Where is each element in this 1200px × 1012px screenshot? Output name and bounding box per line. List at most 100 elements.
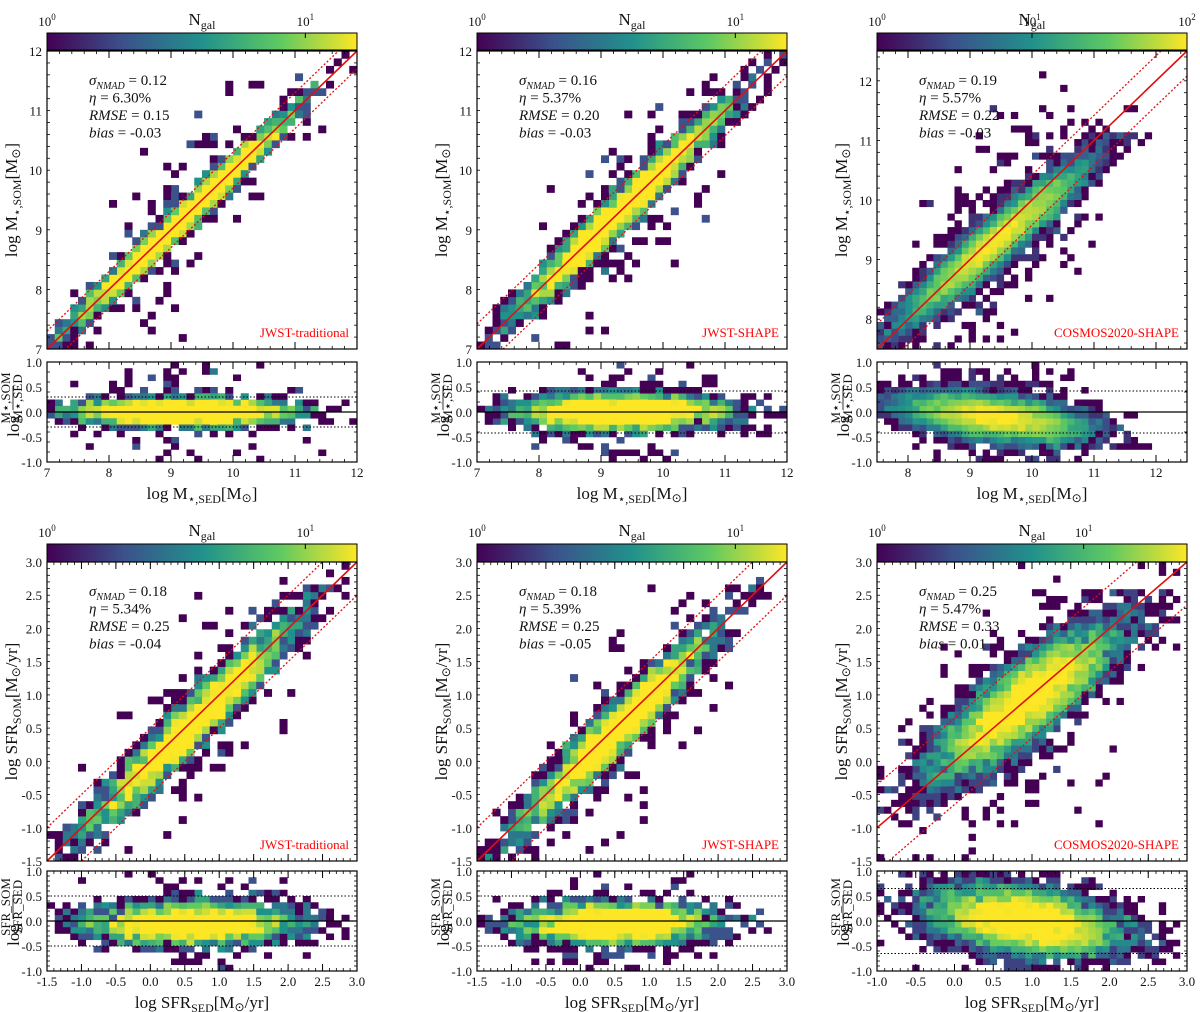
chart4-residual-cell <box>186 921 195 928</box>
chart4-residual-cell <box>163 883 172 891</box>
chart5-residual-cell <box>639 927 648 934</box>
chart3-heatmap-cell <box>954 186 962 194</box>
chart4-residual-cell <box>132 896 141 903</box>
chart3-residual-cell <box>1053 418 1061 425</box>
chart1-heatmap-cell <box>101 304 110 313</box>
chart4-residual-cell <box>271 896 280 903</box>
chart4-residual-cell <box>147 914 156 922</box>
chart2-residual-cell <box>740 424 749 432</box>
chart1-heatmap-cell <box>225 155 234 164</box>
chart2-residual-cell <box>601 412 610 419</box>
chart1-residual-cell <box>217 412 226 419</box>
chart1-residual-cell <box>349 418 358 425</box>
chart2-heatmap-cell <box>686 88 695 96</box>
chart4-residual-cell <box>140 914 149 922</box>
chart3-residual-cell <box>1074 437 1082 444</box>
chart2-heatmap-cell <box>570 229 579 238</box>
chart3-heatmap-cell <box>1010 220 1019 228</box>
chart5-residual-cell <box>647 939 656 947</box>
chart4-heatmap-cell <box>171 696 180 705</box>
chart2-residual-cell <box>616 399 625 407</box>
chart5-residual-cell <box>585 902 594 909</box>
chart2-heatmap-cell <box>515 311 524 320</box>
chart4-residual-cell <box>209 921 218 928</box>
chart2-residual-cell <box>601 399 610 407</box>
chart3-heatmap-cell <box>989 260 998 269</box>
chart5-heatmap-cell <box>546 778 555 787</box>
chart1-residual-cell <box>178 424 187 432</box>
chart3-heatmap-cell <box>1081 132 1089 140</box>
chart5-residual-cell <box>748 927 757 934</box>
chart2-residual-cell <box>709 393 718 400</box>
chart5-heatmap-cell <box>539 801 548 809</box>
chart3-residual-cell <box>982 387 991 394</box>
chart3-residual-cell <box>1017 405 1026 413</box>
chart6-heatmap-cell <box>1046 697 1054 706</box>
chart1-heatmap-cell <box>163 252 172 260</box>
chart3-heatmap-cell <box>905 294 913 302</box>
chart5-residual-cell <box>709 908 718 916</box>
chart3-residual-cell <box>982 374 991 382</box>
chart3-residual-cell <box>989 430 998 438</box>
chart1-heatmap-cell <box>225 162 234 171</box>
chart5-heatmap-cell <box>562 778 571 787</box>
chart1-heatmap-cell <box>194 185 203 193</box>
chart1-heatmap-cell <box>85 341 94 350</box>
chart2-residual-cell <box>508 387 517 394</box>
chart2-heatmap-cell <box>585 267 594 275</box>
chart2-heatmap-cell <box>593 222 602 231</box>
chart4-heatmap-cell <box>109 786 118 795</box>
chart4-residual-cell <box>318 914 327 922</box>
chart2-heatmap-cell <box>515 289 524 298</box>
chart3-residual-cell <box>975 455 983 463</box>
chart2-residual-cell <box>632 393 641 400</box>
chart4-heatmap-cell <box>101 778 110 787</box>
chart3-heatmap-cell <box>989 254 998 262</box>
chart6-heatmap-cell <box>1053 636 1061 644</box>
chart2-residual-cell <box>554 387 563 394</box>
chart4-heatmap-cell <box>178 793 187 802</box>
chart1-residual-cell <box>194 455 203 463</box>
chart1-heatmap-cell <box>186 140 195 149</box>
chart2-residual-cell <box>670 393 679 400</box>
chart2-heatmap-cell <box>694 155 703 164</box>
chart3-heatmap-cell <box>905 308 913 316</box>
chart1-residual-cell <box>225 424 234 432</box>
chart3-heatmap-cell <box>1053 186 1061 194</box>
chart2-heatmap-cell <box>500 334 509 342</box>
chart3-heatmap-cell <box>1046 172 1054 180</box>
chart5-residual-cell <box>647 921 656 928</box>
chart2-heatmap-cell <box>639 200 648 208</box>
chart2-heatmap-cell <box>663 177 672 186</box>
chart1-residual-x-tick-label: 12 <box>351 465 364 480</box>
chart3-residual-cell <box>933 362 941 369</box>
chart1-residual-cell <box>209 424 218 432</box>
chart1-heatmap-cell <box>78 319 87 327</box>
chart3-residual-cell <box>1017 430 1026 438</box>
chart4-heatmap-cell <box>240 704 249 712</box>
chart3-heatmap-cell <box>891 342 899 350</box>
chart4-residual-cell <box>70 908 79 916</box>
chart5-residual-cell <box>725 939 734 947</box>
chart3-heatmap-cell <box>891 315 899 323</box>
chart4-residual-cell <box>271 902 280 909</box>
chart4-heatmap-cell <box>109 778 118 787</box>
chart3-residual-cell <box>1088 412 1096 419</box>
chart2-residual-cell <box>492 412 501 419</box>
chart6-heatmap-cell <box>1130 623 1138 631</box>
chart3-residual-cell <box>1032 393 1040 400</box>
chart4-heatmap-cell <box>186 748 195 757</box>
chart3-heatmap-cell <box>1053 206 1061 214</box>
chart2-residual-cell <box>701 399 710 407</box>
chart1-residual-cell <box>78 399 87 407</box>
chart3-residual-cell <box>919 418 927 425</box>
chart2-frame <box>476 50 788 350</box>
chart5-heatmap-cell <box>663 696 672 705</box>
chart5-residual-cell <box>694 908 703 916</box>
chart2-heatmap-cell <box>562 341 571 350</box>
chart3-residual-numerator: M⋆,SOM <box>828 372 843 424</box>
chart5-residual-cell <box>546 889 555 897</box>
chart4-heatmap-cell <box>178 816 187 824</box>
chart3-heatmap-cell <box>1003 227 1012 235</box>
chart3-heatmap-cell <box>1032 260 1040 269</box>
